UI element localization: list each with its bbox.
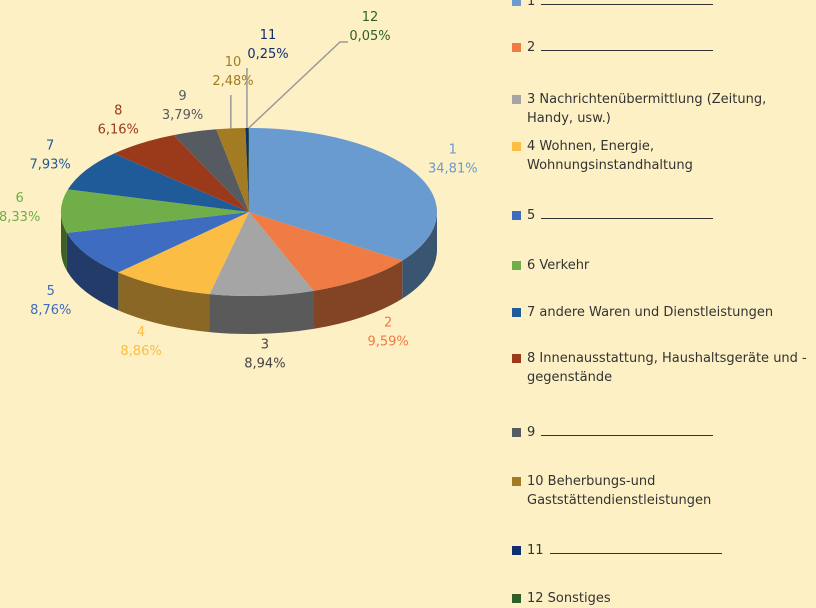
slice-category: 7 [46,138,54,153]
slice [245,128,249,212]
legend-label: 6 Verkehr [527,258,590,273]
blank-line [541,0,714,5]
legend-label: 1 [527,0,536,9]
slice-label: 8,76% [30,303,71,318]
legend-item: 7 andere Waren und Dienstleistungen [512,303,812,322]
slice [173,129,249,212]
legend-item: 2 [512,38,812,57]
legend-label: 8 Innenausstattung, Haushaltsgeräte und … [527,351,807,385]
blank-line [541,38,714,51]
slice-category: 5 [47,284,55,299]
slice [216,128,249,212]
legend-item: 3 Nachrichtenübermittlung (Zeitung, Hand… [512,90,812,128]
slice [114,135,249,212]
legend-label: 7 andere Waren und Dienstleistungen [527,305,774,320]
slice-label: 8,86% [120,344,161,359]
legend-item: 1 [512,0,812,11]
slice-label: 34,81% [428,162,478,177]
chart: 1 34,81% 2 9,59% 3 8,94% 4 8,86% 5 8,76% 6 8,33% 7 7,… [0,10,478,371]
legend-swatch [512,261,521,270]
slice [209,212,314,297]
legend-swatch [512,95,521,104]
legend-item: 11 [512,541,812,560]
slice-category: 3 [261,337,269,352]
blank-line [541,206,714,219]
legend-swatch [512,0,521,6]
slice-side [209,290,314,334]
legend-label: 10 Beherbungs-und Gaststättendienstleist… [527,474,712,508]
legend-swatch [512,43,521,52]
legend-label: 12 Sonstiges [527,591,611,606]
slice-category: 8 [114,104,122,119]
slice-category: 11 [260,28,277,43]
legend-item: 4 Wohnen, Energie, Wohnungsinstandhaltun… [512,137,812,175]
legend-swatch [512,354,521,363]
slice-label: 9,59% [367,334,408,349]
slice-side [402,212,437,299]
slice-label: 8,33% [0,210,40,225]
slice-label: 0,25% [247,47,288,62]
slice [66,212,249,273]
slice-label: 3,79% [162,108,203,123]
legend-label: 11 [527,543,544,558]
slice-category: 10 [225,55,242,70]
slice-side [118,272,210,333]
slice-label: 8,94% [244,356,285,371]
legend-swatch [512,211,521,220]
slice [118,212,250,295]
slice [67,153,249,212]
slice-category: 1 [449,143,457,158]
slice-category: 12 [362,10,379,25]
legend-label: 9 [527,425,536,440]
legend-label: 5 [527,208,536,223]
slice [249,212,403,291]
slice-label: 2,48% [212,74,253,89]
legend-item: 9 [512,423,812,442]
blank-line [541,423,714,436]
slice-side [313,260,403,329]
legend-item: 10 Beherbungs-und Gaststättendienstleist… [512,472,812,510]
slice-label: 7,93% [29,157,70,172]
slice-side [66,232,119,311]
legend-item: 5 [512,206,812,225]
slice-label: 6,16% [98,123,139,138]
legend-swatch [512,594,521,603]
leader-line [248,41,348,129]
slice-label: 0,05% [349,29,390,44]
slice-category: 9 [178,89,186,104]
slice-category: 6 [16,191,24,206]
legend-label: 2 [527,40,536,55]
slice [249,128,438,261]
legend-swatch [512,428,521,437]
slice-category: 4 [137,325,145,340]
legend-item: 6 Verkehr [512,256,812,275]
legend-swatch [512,142,521,151]
legend-label: 3 Nachrichtenübermittlung (Zeitung, Hand… [527,92,767,126]
legend-item: 12 Sonstiges [512,589,812,608]
legend-swatch [512,546,521,555]
legend-item: 8 Innenausstattung, Haushaltsgeräte und … [512,349,812,387]
blank-line [549,541,722,554]
legend-swatch [512,308,521,317]
legend-label: 4 Wohnen, Energie, Wohnungsinstandhaltun… [527,139,693,173]
slice [248,128,249,212]
slice-category: 2 [384,315,392,330]
slice-side [61,212,67,271]
legend-swatch [512,477,521,486]
slice [61,189,250,233]
